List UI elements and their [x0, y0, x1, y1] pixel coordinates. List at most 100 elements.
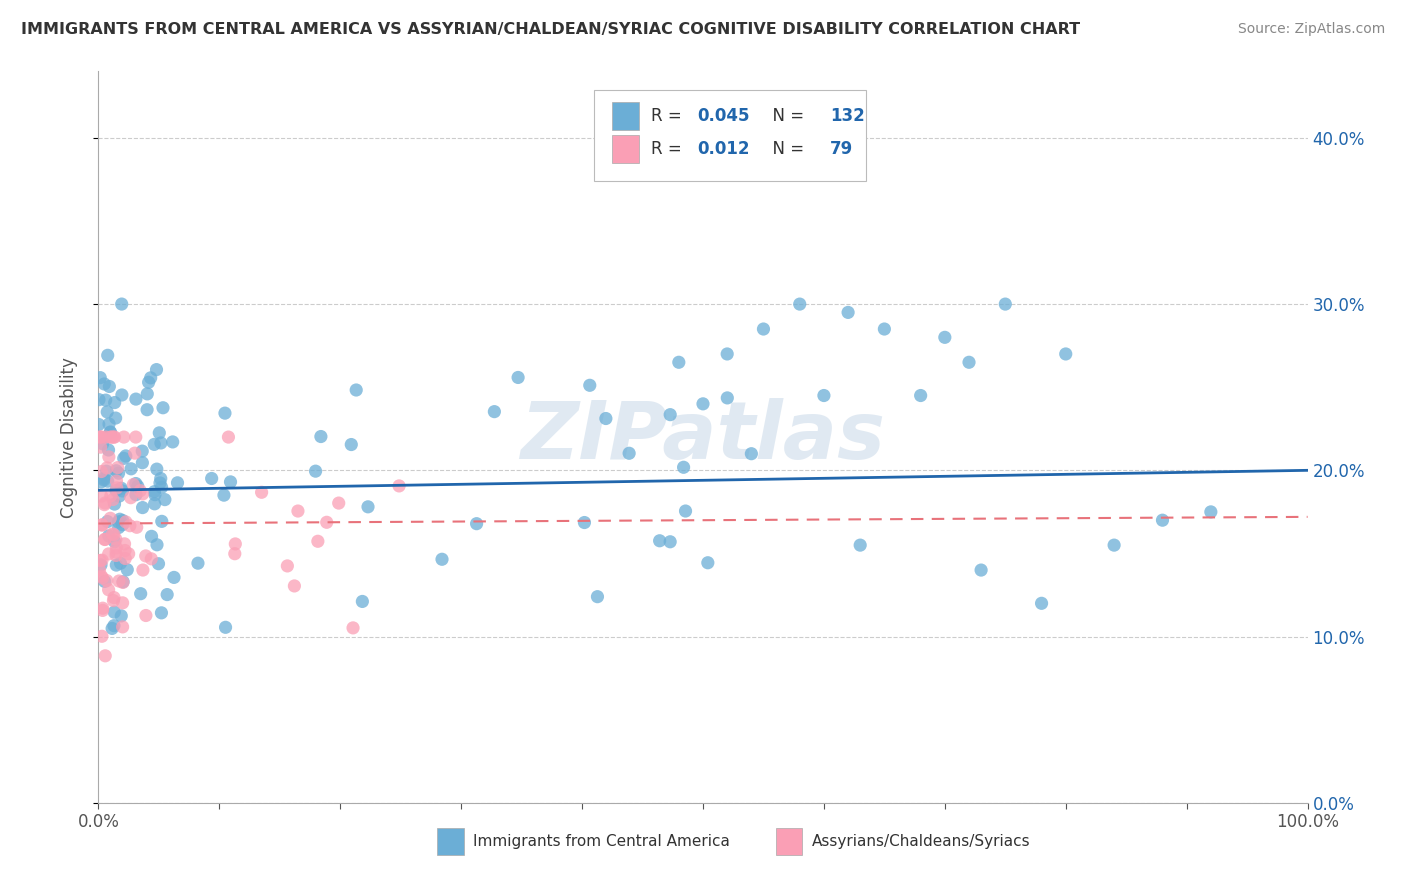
Point — [994, 297, 1017, 311]
Point — [120, 491, 142, 505]
Point — [131, 487, 153, 501]
Point — [96, 574, 118, 588]
Point — [132, 563, 155, 577]
Point — [93, 473, 115, 487]
Point — [105, 481, 128, 495]
Point — [586, 590, 609, 604]
Point — [107, 460, 129, 475]
Point — [111, 596, 134, 610]
Point — [94, 496, 117, 510]
Text: 79: 79 — [830, 140, 853, 158]
Point — [187, 556, 209, 570]
Point — [108, 574, 131, 588]
Point — [125, 392, 148, 406]
Point — [970, 563, 993, 577]
Point — [98, 511, 121, 525]
Text: R =: R = — [651, 107, 688, 125]
Point — [103, 593, 125, 607]
Point — [105, 541, 128, 555]
Point — [143, 488, 166, 502]
Point — [127, 479, 149, 493]
Point — [1102, 538, 1125, 552]
Point — [304, 464, 326, 478]
Point — [156, 588, 179, 602]
Point — [105, 464, 128, 478]
Point — [910, 388, 932, 402]
Point — [122, 477, 145, 491]
Point — [90, 558, 112, 572]
Point — [125, 520, 148, 534]
Point — [149, 475, 172, 490]
Point — [103, 430, 125, 444]
Point — [111, 388, 134, 402]
Point — [307, 534, 329, 549]
Point — [91, 603, 114, 617]
Point — [108, 512, 131, 526]
Point — [96, 461, 118, 475]
Point — [146, 538, 169, 552]
Point — [114, 449, 136, 463]
Point — [98, 379, 121, 393]
Point — [696, 556, 718, 570]
Point — [89, 370, 111, 384]
Point — [108, 489, 131, 503]
Point — [112, 430, 135, 444]
Text: Immigrants from Central America: Immigrants from Central America — [474, 834, 730, 849]
Point — [1152, 513, 1174, 527]
Text: 0.045: 0.045 — [697, 107, 749, 125]
Point — [344, 383, 367, 397]
Point — [740, 447, 762, 461]
Point — [752, 322, 775, 336]
Point — [672, 460, 695, 475]
Point — [352, 594, 374, 608]
Point — [103, 534, 125, 549]
Point — [1031, 596, 1053, 610]
Point — [105, 558, 128, 573]
Point — [100, 430, 122, 444]
FancyBboxPatch shape — [437, 828, 464, 855]
Point — [143, 484, 166, 499]
Point — [150, 606, 173, 620]
Point — [107, 466, 129, 480]
FancyBboxPatch shape — [776, 828, 803, 855]
Point — [342, 621, 364, 635]
Point — [668, 355, 690, 369]
Point — [96, 405, 118, 419]
Point — [388, 479, 411, 493]
Point — [111, 483, 134, 498]
Point — [716, 347, 738, 361]
Point — [129, 587, 152, 601]
Point — [101, 622, 124, 636]
Point — [578, 378, 600, 392]
Point — [250, 485, 273, 500]
Point — [111, 575, 134, 590]
Point — [94, 430, 117, 444]
Point — [110, 608, 132, 623]
Point — [107, 515, 129, 529]
Point — [118, 518, 141, 533]
Point — [111, 620, 134, 634]
Point — [309, 429, 332, 443]
Point — [94, 648, 117, 663]
Point — [129, 483, 152, 498]
Point — [93, 471, 115, 485]
Point — [96, 464, 118, 478]
Point — [506, 370, 529, 384]
Point — [139, 371, 162, 385]
Point — [813, 388, 835, 402]
Point — [97, 529, 120, 543]
Point — [136, 402, 159, 417]
Point — [214, 620, 236, 634]
Point — [87, 417, 110, 432]
Point — [100, 489, 122, 503]
Point — [328, 496, 350, 510]
Point — [224, 547, 246, 561]
Point — [89, 563, 111, 577]
Point — [101, 430, 124, 444]
Point — [93, 574, 115, 589]
Point — [110, 481, 132, 495]
Point — [97, 442, 120, 457]
Point — [91, 436, 114, 450]
Point — [934, 330, 956, 344]
Point — [141, 529, 163, 543]
